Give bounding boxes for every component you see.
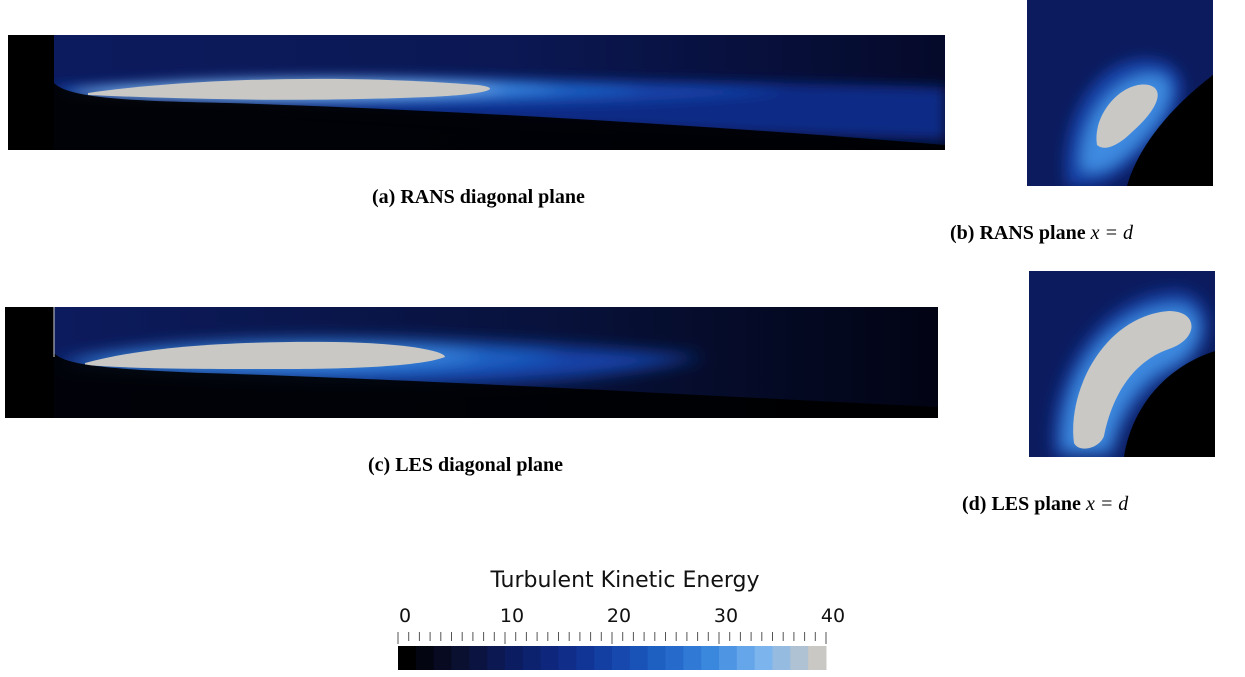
colorbar-swatch — [701, 646, 720, 670]
colorbar-swatch — [398, 646, 417, 670]
colorbar-swatch — [505, 646, 524, 670]
colorbar-swatch — [594, 646, 613, 670]
colorbar-swatch — [629, 646, 649, 670]
colorbar-swatch — [647, 646, 666, 670]
colorbar-tick-label: 10 — [499, 605, 525, 627]
caption-d-math: x = d — [1085, 493, 1129, 515]
colorbar-swatch — [576, 646, 595, 670]
les-diagonal-plane-image — [5, 307, 938, 418]
caption-a-label: (a) — [372, 186, 396, 208]
colorbar-swatch — [665, 646, 684, 670]
colorbar-swatch — [558, 646, 577, 670]
colorbar-tick-label: 30 — [713, 605, 739, 627]
colorbar-swatch — [790, 646, 809, 670]
colorbar-swatch — [487, 646, 506, 670]
rans-diagonal-plane-image — [8, 35, 945, 150]
colorbar-swatch — [772, 646, 791, 670]
colorbar-swatch — [415, 646, 435, 670]
colorbar-swatch — [754, 646, 773, 670]
colorbar-swatch — [433, 646, 452, 670]
caption-d: (d) LES plane x = d — [962, 493, 1128, 516]
colorbar-swatch — [612, 646, 631, 670]
caption-b: (b) RANS plane x = d — [950, 222, 1133, 245]
colorbar-swatch — [808, 646, 827, 670]
caption-b-math: x = d — [1090, 222, 1133, 244]
colorbar-swatch — [540, 646, 559, 670]
colorbar-swatches — [398, 646, 827, 670]
caption-a-title: RANS diagonal plane — [400, 186, 585, 208]
caption-c-label: (c) — [368, 454, 391, 476]
caption-d-label: (d) — [962, 493, 987, 515]
colorbar-swatch — [719, 646, 738, 670]
caption-c: (c) LES diagonal plane — [368, 454, 563, 477]
colorbar-tick-label: 40 — [820, 605, 846, 627]
colorbar-swatch — [522, 646, 542, 670]
rans-cross-plane-image — [1027, 0, 1213, 186]
colorbar-title: Turbulent Kinetic Energy — [490, 568, 760, 593]
colorbar-tick-label: 0 — [398, 605, 412, 627]
colorbar-swatch — [469, 646, 488, 670]
colorbar-swatch — [683, 646, 702, 670]
colorbar-swatch — [451, 646, 470, 670]
caption-a: (a) RANS diagonal plane — [372, 186, 585, 209]
colorbar-ticks — [397, 632, 827, 644]
caption-c-title: LES diagonal plane — [395, 454, 564, 476]
colorbar — [397, 632, 827, 670]
caption-d-title: LES plane — [991, 493, 1081, 515]
caption-b-title: RANS plane — [979, 222, 1086, 244]
caption-b-label: (b) — [950, 222, 975, 244]
colorbar-tick-label: 20 — [606, 605, 632, 627]
colorbar-swatch — [736, 646, 756, 670]
les-cross-plane-image — [1029, 271, 1215, 457]
